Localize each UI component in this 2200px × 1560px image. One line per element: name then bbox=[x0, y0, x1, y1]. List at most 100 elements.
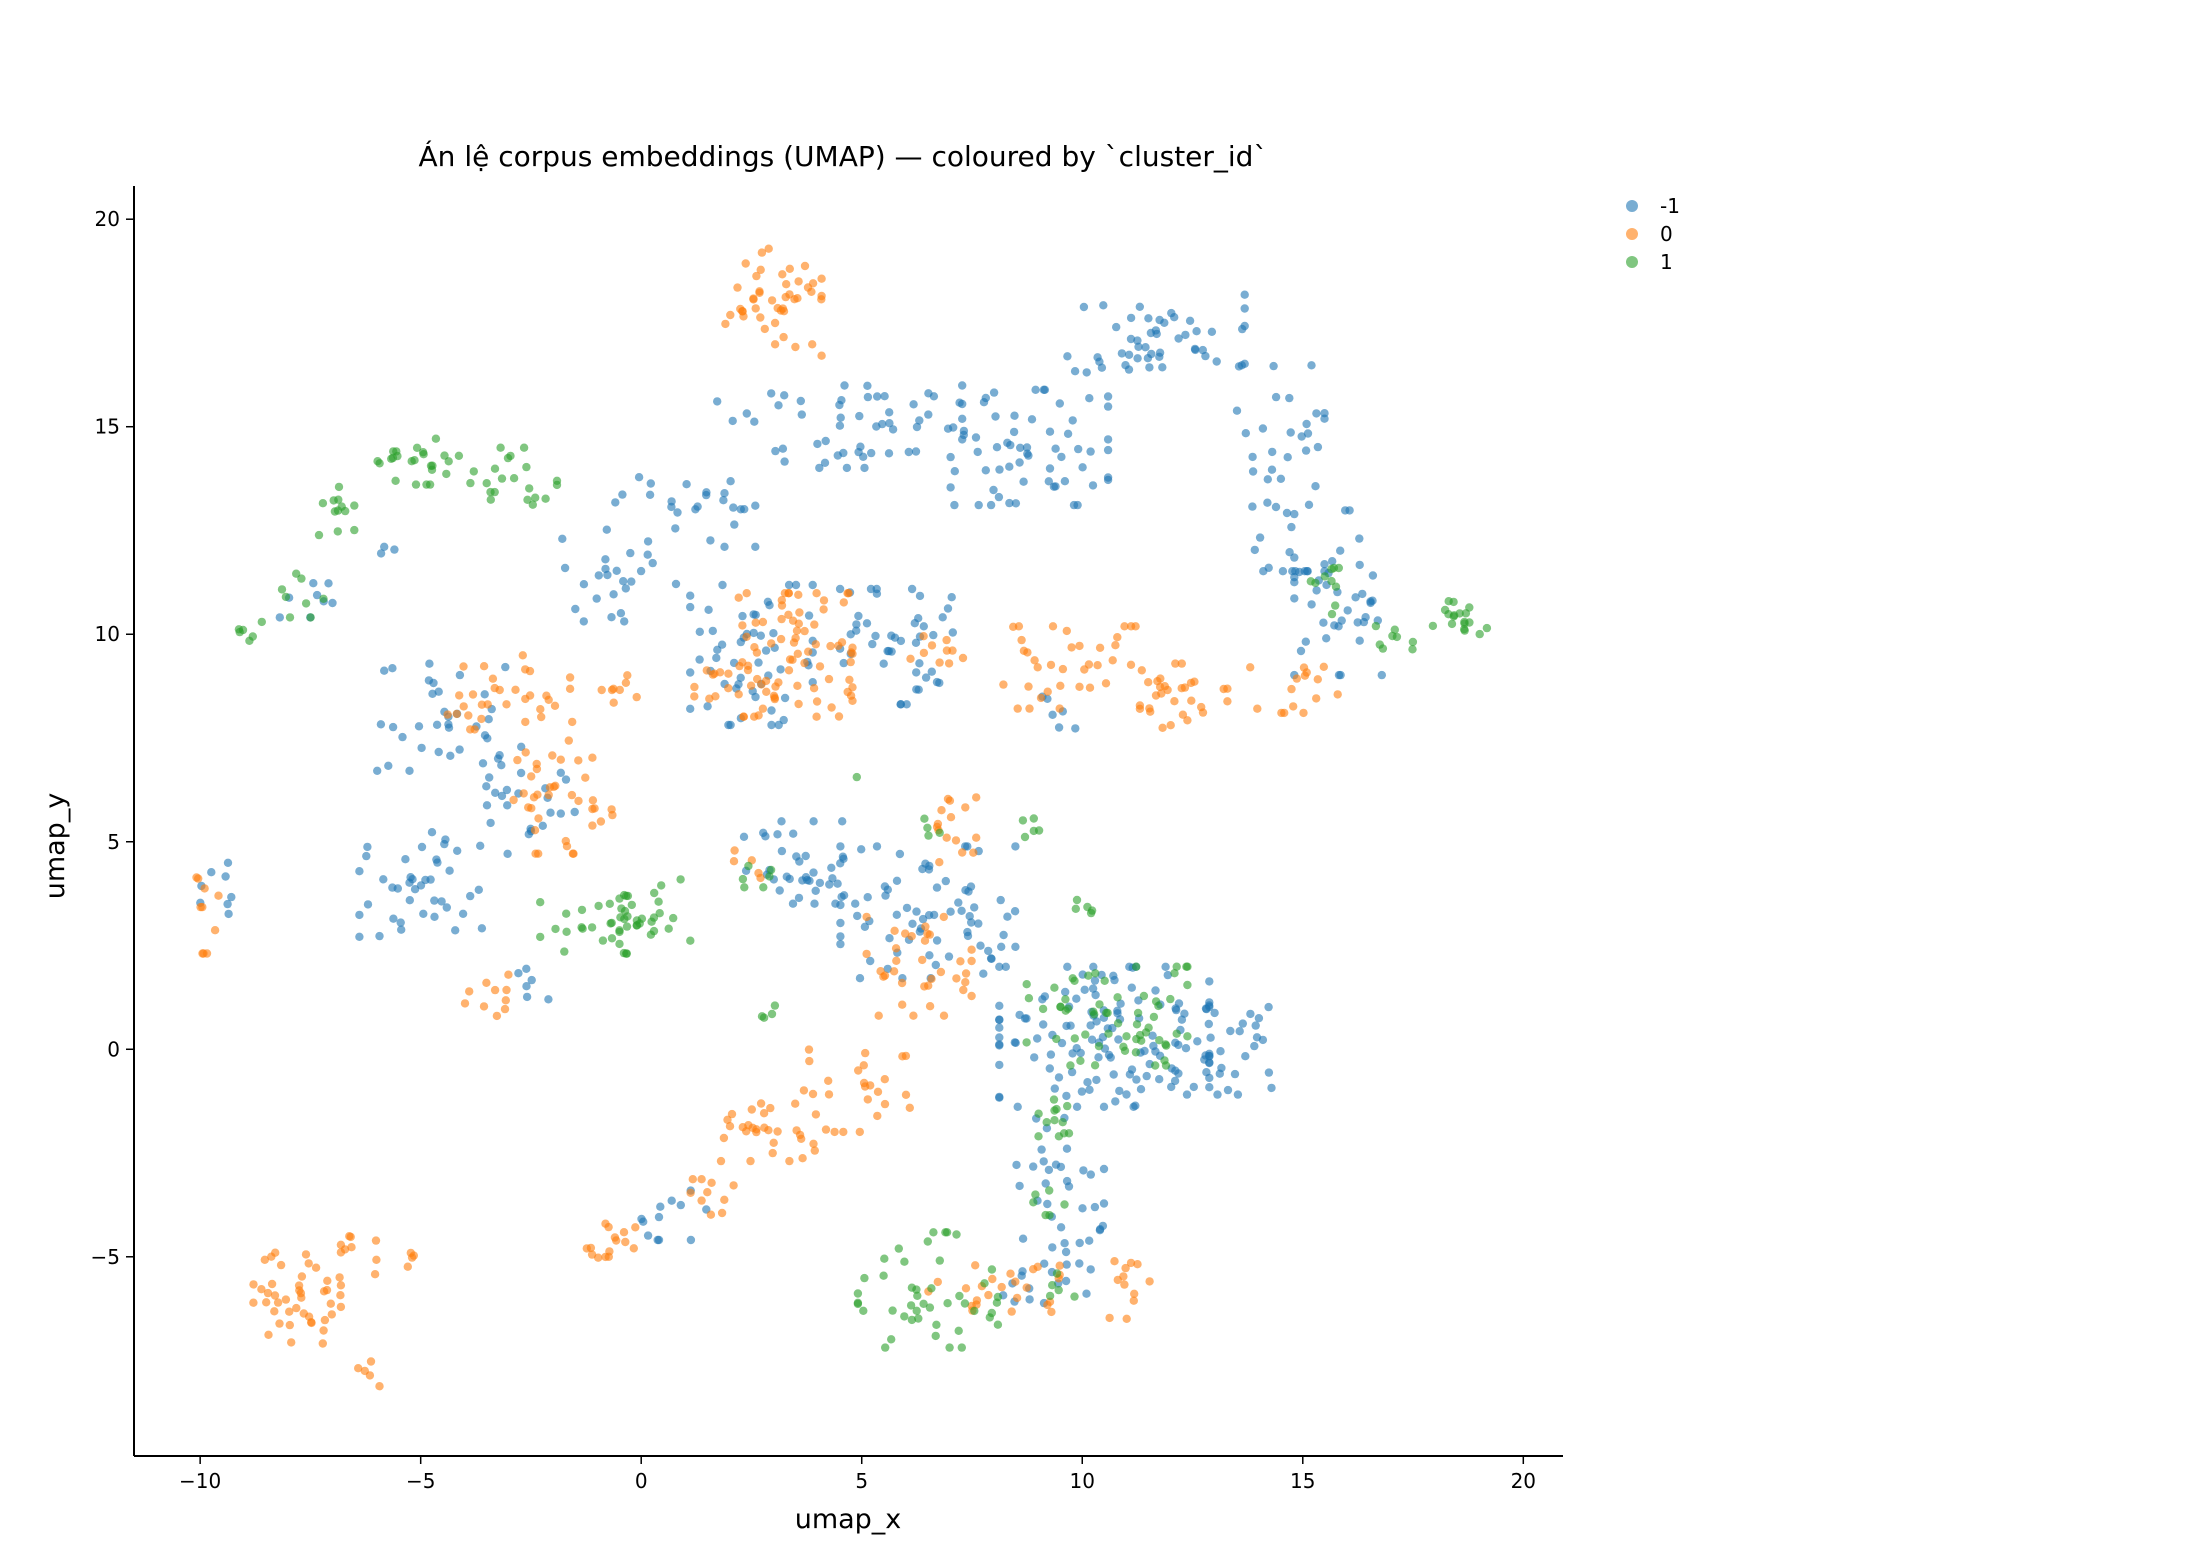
point-series-1 bbox=[647, 917, 656, 926]
point-series-0 bbox=[509, 795, 518, 805]
point-series--1 bbox=[1193, 1037, 1202, 1046]
point-series--1 bbox=[991, 412, 1000, 421]
point-series-1 bbox=[941, 1228, 950, 1237]
point-series--1 bbox=[1213, 1090, 1222, 1099]
point-series--1 bbox=[1269, 361, 1278, 371]
point-series--1 bbox=[938, 613, 947, 622]
point-series-0 bbox=[1095, 643, 1105, 652]
point-series-0 bbox=[530, 826, 540, 835]
point-series--1 bbox=[434, 747, 443, 757]
point-series--1 bbox=[777, 846, 787, 856]
point-series--1 bbox=[966, 882, 976, 891]
point-series-0 bbox=[972, 793, 981, 802]
point-series-0 bbox=[792, 626, 802, 635]
point-series--1 bbox=[1268, 447, 1277, 457]
point-series--1 bbox=[1099, 1102, 1109, 1112]
point-series-0 bbox=[1120, 1280, 1129, 1289]
legend-label-0: 0 bbox=[1660, 222, 1673, 246]
point-series--1 bbox=[739, 832, 749, 841]
point-series--1 bbox=[976, 941, 985, 950]
point-series--1 bbox=[1060, 1239, 1069, 1248]
point-series-0 bbox=[582, 1244, 591, 1253]
point-series-1 bbox=[1095, 1000, 1104, 1009]
point-series--1 bbox=[702, 488, 711, 497]
point-series--1 bbox=[932, 883, 942, 892]
point-series--1 bbox=[912, 668, 921, 677]
point-series-0 bbox=[273, 1298, 283, 1307]
point-series-1 bbox=[373, 457, 382, 466]
point-series-0 bbox=[249, 1298, 258, 1307]
point-series-0 bbox=[925, 1002, 935, 1011]
point-series--1 bbox=[840, 381, 849, 390]
point-series-0 bbox=[1170, 697, 1179, 706]
point-series--1 bbox=[1018, 1267, 1027, 1276]
point-series-0 bbox=[1145, 704, 1154, 713]
point-series-1 bbox=[536, 898, 545, 907]
point-series--1 bbox=[1151, 986, 1160, 995]
point-series-0 bbox=[821, 1125, 831, 1134]
point-series-0 bbox=[724, 669, 733, 678]
point-series-0 bbox=[597, 685, 606, 695]
point-series-0 bbox=[844, 589, 853, 598]
point-series--1 bbox=[974, 919, 983, 928]
point-series--1 bbox=[1171, 1038, 1180, 1048]
legend-marker-1 bbox=[1626, 256, 1638, 268]
point-series--1 bbox=[1060, 477, 1070, 486]
point-series--1 bbox=[1085, 1236, 1094, 1245]
point-series--1 bbox=[967, 918, 976, 927]
point-series--1 bbox=[401, 855, 410, 864]
point-series--1 bbox=[1062, 1144, 1072, 1153]
point-series--1 bbox=[943, 604, 953, 613]
point-series--1 bbox=[871, 631, 880, 641]
point-series--1 bbox=[695, 655, 704, 664]
point-series-0 bbox=[596, 817, 606, 826]
point-series--1 bbox=[522, 964, 531, 973]
point-series-0 bbox=[336, 1281, 346, 1290]
point-series--1 bbox=[836, 932, 845, 941]
point-series-0 bbox=[1177, 659, 1187, 668]
point-series--1 bbox=[1025, 1295, 1034, 1304]
point-series-0 bbox=[488, 674, 498, 683]
point-series--1 bbox=[751, 610, 760, 620]
point-series--1 bbox=[1296, 646, 1306, 656]
point-series--1 bbox=[986, 500, 996, 510]
point-series--1 bbox=[981, 466, 990, 475]
point-series--1 bbox=[1048, 1243, 1057, 1252]
point-series--1 bbox=[1290, 594, 1299, 603]
point-series-0 bbox=[943, 794, 953, 804]
point-series--1 bbox=[1018, 1234, 1028, 1243]
point-series-0 bbox=[477, 700, 487, 709]
point-series--1 bbox=[909, 400, 918, 409]
point-series-1 bbox=[391, 476, 400, 485]
point-series--1 bbox=[902, 903, 912, 913]
point-series--1 bbox=[1233, 1090, 1243, 1099]
point-series-1 bbox=[412, 443, 422, 452]
point-series--1 bbox=[767, 389, 776, 398]
point-series--1 bbox=[995, 1060, 1004, 1070]
point-series--1 bbox=[1133, 336, 1142, 345]
point-series-1 bbox=[1166, 994, 1175, 1004]
point-series-0 bbox=[971, 1261, 980, 1270]
point-series-0 bbox=[794, 699, 803, 709]
point-series-0 bbox=[1075, 682, 1084, 691]
point-series--1 bbox=[852, 620, 861, 629]
point-series-0 bbox=[764, 1126, 773, 1135]
point-series-1 bbox=[954, 1326, 963, 1336]
point-series-0 bbox=[327, 1310, 336, 1319]
point-series-0 bbox=[927, 974, 936, 984]
point-series-0 bbox=[897, 978, 907, 988]
point-series-0 bbox=[793, 294, 802, 303]
point-series-0 bbox=[688, 1175, 697, 1184]
point-series--1 bbox=[1264, 1068, 1274, 1077]
point-series--1 bbox=[1149, 1041, 1158, 1051]
point-series-0 bbox=[304, 1259, 313, 1268]
point-series--1 bbox=[1027, 415, 1037, 424]
point-series-0 bbox=[262, 1298, 271, 1307]
point-series--1 bbox=[363, 900, 373, 909]
point-series--1 bbox=[1126, 334, 1136, 344]
point-series-0 bbox=[933, 819, 943, 829]
point-series-0 bbox=[757, 248, 767, 257]
point-series--1 bbox=[691, 505, 700, 514]
point-series--1 bbox=[1282, 508, 1292, 518]
y-tick-label: 20 bbox=[95, 207, 120, 231]
